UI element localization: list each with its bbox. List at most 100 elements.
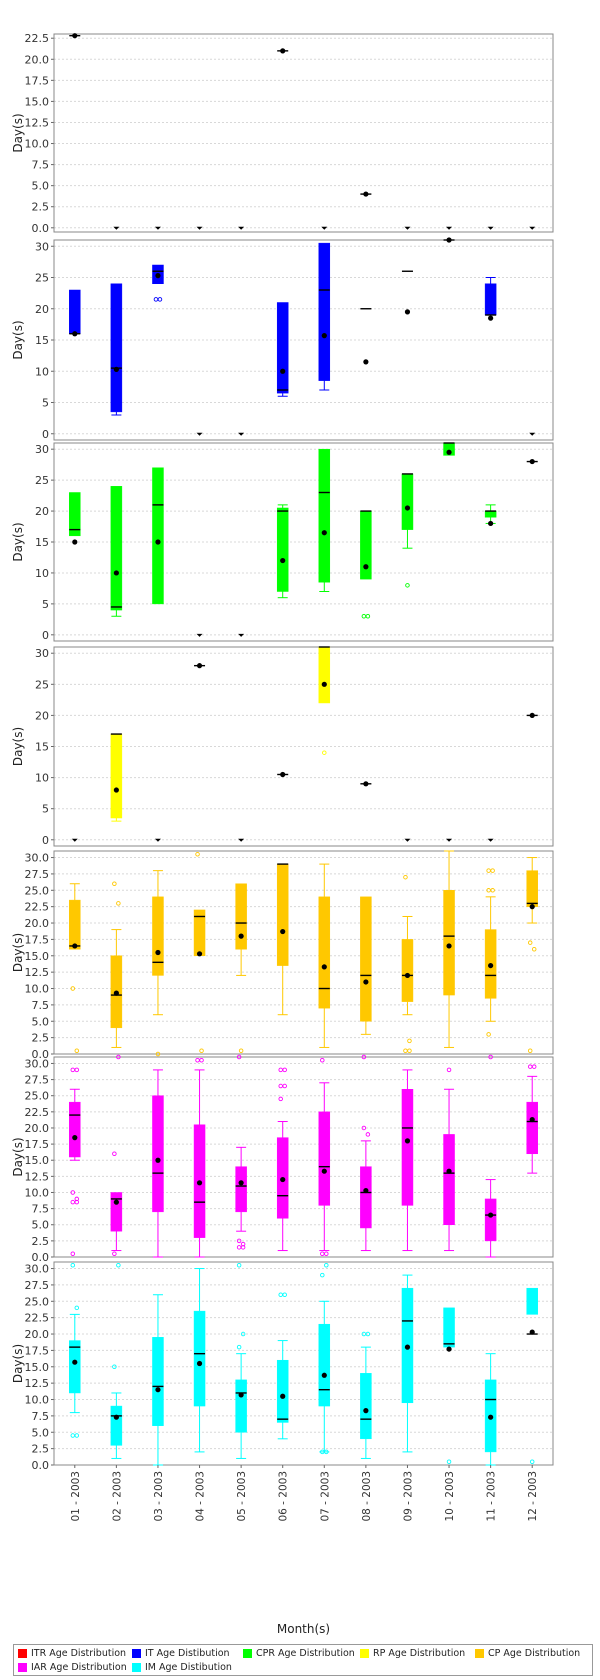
box xyxy=(276,863,289,966)
box xyxy=(484,510,497,518)
box xyxy=(360,896,372,1022)
empty-marker xyxy=(321,226,328,230)
y-tick-label: 2.5 xyxy=(32,1235,50,1248)
mean-point xyxy=(113,366,119,372)
y-tick-label: 0 xyxy=(42,834,49,847)
box xyxy=(318,896,331,1009)
y-tick-label: 5 xyxy=(42,598,49,611)
outlier-point xyxy=(361,1125,367,1131)
empty-marker xyxy=(487,226,494,230)
outlier-point xyxy=(240,1245,246,1250)
plot-frame xyxy=(53,1056,554,1258)
y-tick-label: 20.0 xyxy=(25,1122,50,1135)
mean-point xyxy=(363,359,369,365)
y-axis-label: Day(s) xyxy=(11,113,25,152)
outlier-point xyxy=(236,1238,242,1244)
mean-point xyxy=(280,1176,286,1183)
mean-point xyxy=(488,962,494,969)
y-tick-label: 10.0 xyxy=(25,138,50,151)
plot-frame xyxy=(53,33,554,233)
box xyxy=(484,283,497,316)
y-tick-label: 15 xyxy=(35,334,49,347)
plot-area xyxy=(54,1262,553,1465)
y-tick-label: 17.5 xyxy=(25,933,50,946)
mean-point xyxy=(321,1168,327,1174)
y-tick-label: 25 xyxy=(35,678,49,691)
box xyxy=(110,733,123,819)
box xyxy=(401,1089,414,1206)
legend-swatch-iar xyxy=(18,1663,27,1672)
y-tick-label: 25.0 xyxy=(25,1295,50,1308)
outlier-point xyxy=(490,868,495,873)
legend-item-cpr: CPR Age Distribution xyxy=(243,1648,355,1659)
outlier-point xyxy=(116,1263,121,1268)
mean-point xyxy=(113,1414,119,1420)
box xyxy=(443,1134,455,1225)
mean-point xyxy=(155,273,161,279)
legend-item-iar: IAR Age Distribution xyxy=(18,1662,127,1673)
y-tick-label: 15 xyxy=(35,536,49,549)
empty-marker xyxy=(196,633,203,637)
y-tick-label: 15 xyxy=(35,741,49,754)
y-tick-label: 22.5 xyxy=(25,1106,50,1119)
y-tick-label: 30 xyxy=(35,443,49,456)
x-tick-label: 12 - 2003 xyxy=(527,1471,539,1522)
x-axis-label: Month(s) xyxy=(277,1622,330,1636)
mean-point xyxy=(446,237,452,243)
legend-swatch-cp xyxy=(475,1649,484,1658)
y-tick-label: 0.0 xyxy=(32,1251,50,1264)
y-tick-label: 25.0 xyxy=(25,1090,50,1103)
legend-label-im: IM Age Distibution xyxy=(145,1662,232,1673)
y-tick-label: 20 xyxy=(35,505,49,518)
y-tick-label: 2.5 xyxy=(32,1032,50,1045)
y-tick-label: 7.5 xyxy=(32,159,50,172)
legend-label-it: IT Age Distibution xyxy=(145,1648,230,1659)
y-tick-label: 20 xyxy=(35,709,49,722)
outlier-point xyxy=(324,1449,329,1455)
mean-point xyxy=(446,943,452,949)
empty-marker xyxy=(238,432,245,436)
box xyxy=(235,1379,247,1433)
outlier-point xyxy=(488,1054,493,1060)
outlier-point xyxy=(74,1067,80,1073)
mean-point xyxy=(404,1138,411,1144)
y-tick-label: 15.0 xyxy=(25,950,50,963)
plot-frame xyxy=(53,442,554,642)
y-tick-label: 10.0 xyxy=(25,1394,50,1407)
box xyxy=(318,448,331,583)
mean-point xyxy=(238,1180,244,1186)
mean-point xyxy=(196,951,203,957)
empty-marker xyxy=(196,432,203,436)
y-tick-label: 27.5 xyxy=(25,868,50,881)
outlier-point xyxy=(320,1251,325,1257)
outlier-point xyxy=(324,1263,329,1268)
mean-point xyxy=(363,191,369,197)
outlier-point xyxy=(112,1151,117,1157)
box xyxy=(152,896,164,976)
y-tick-label: 12.5 xyxy=(25,966,50,979)
y-tick-label: 15.0 xyxy=(25,95,50,108)
mean-point xyxy=(196,1180,203,1186)
mean-point xyxy=(488,520,494,527)
outlier-point xyxy=(74,1305,80,1311)
outlier-point xyxy=(446,1459,452,1464)
mean-point xyxy=(238,1392,244,1398)
empty-marker xyxy=(71,838,78,842)
legend-item-it: IT Age Distibution xyxy=(132,1648,230,1659)
y-tick-label: 10.0 xyxy=(25,1186,50,1199)
empty-marker xyxy=(154,838,161,842)
empty-marker xyxy=(404,838,411,842)
mean-point xyxy=(321,964,327,970)
mean-point xyxy=(529,458,535,465)
box xyxy=(69,289,81,334)
mean-point xyxy=(72,331,78,337)
mean-point xyxy=(72,1359,78,1365)
outlier-point xyxy=(155,1051,161,1057)
box xyxy=(69,492,81,537)
legend-item-cp: CP Age Distribution xyxy=(475,1648,580,1659)
empty-marker xyxy=(238,838,245,842)
y-tick-label: 25 xyxy=(35,272,49,285)
outlier-point xyxy=(531,946,537,952)
y-tick-label: 25.0 xyxy=(25,884,50,897)
mean-point xyxy=(363,564,369,570)
